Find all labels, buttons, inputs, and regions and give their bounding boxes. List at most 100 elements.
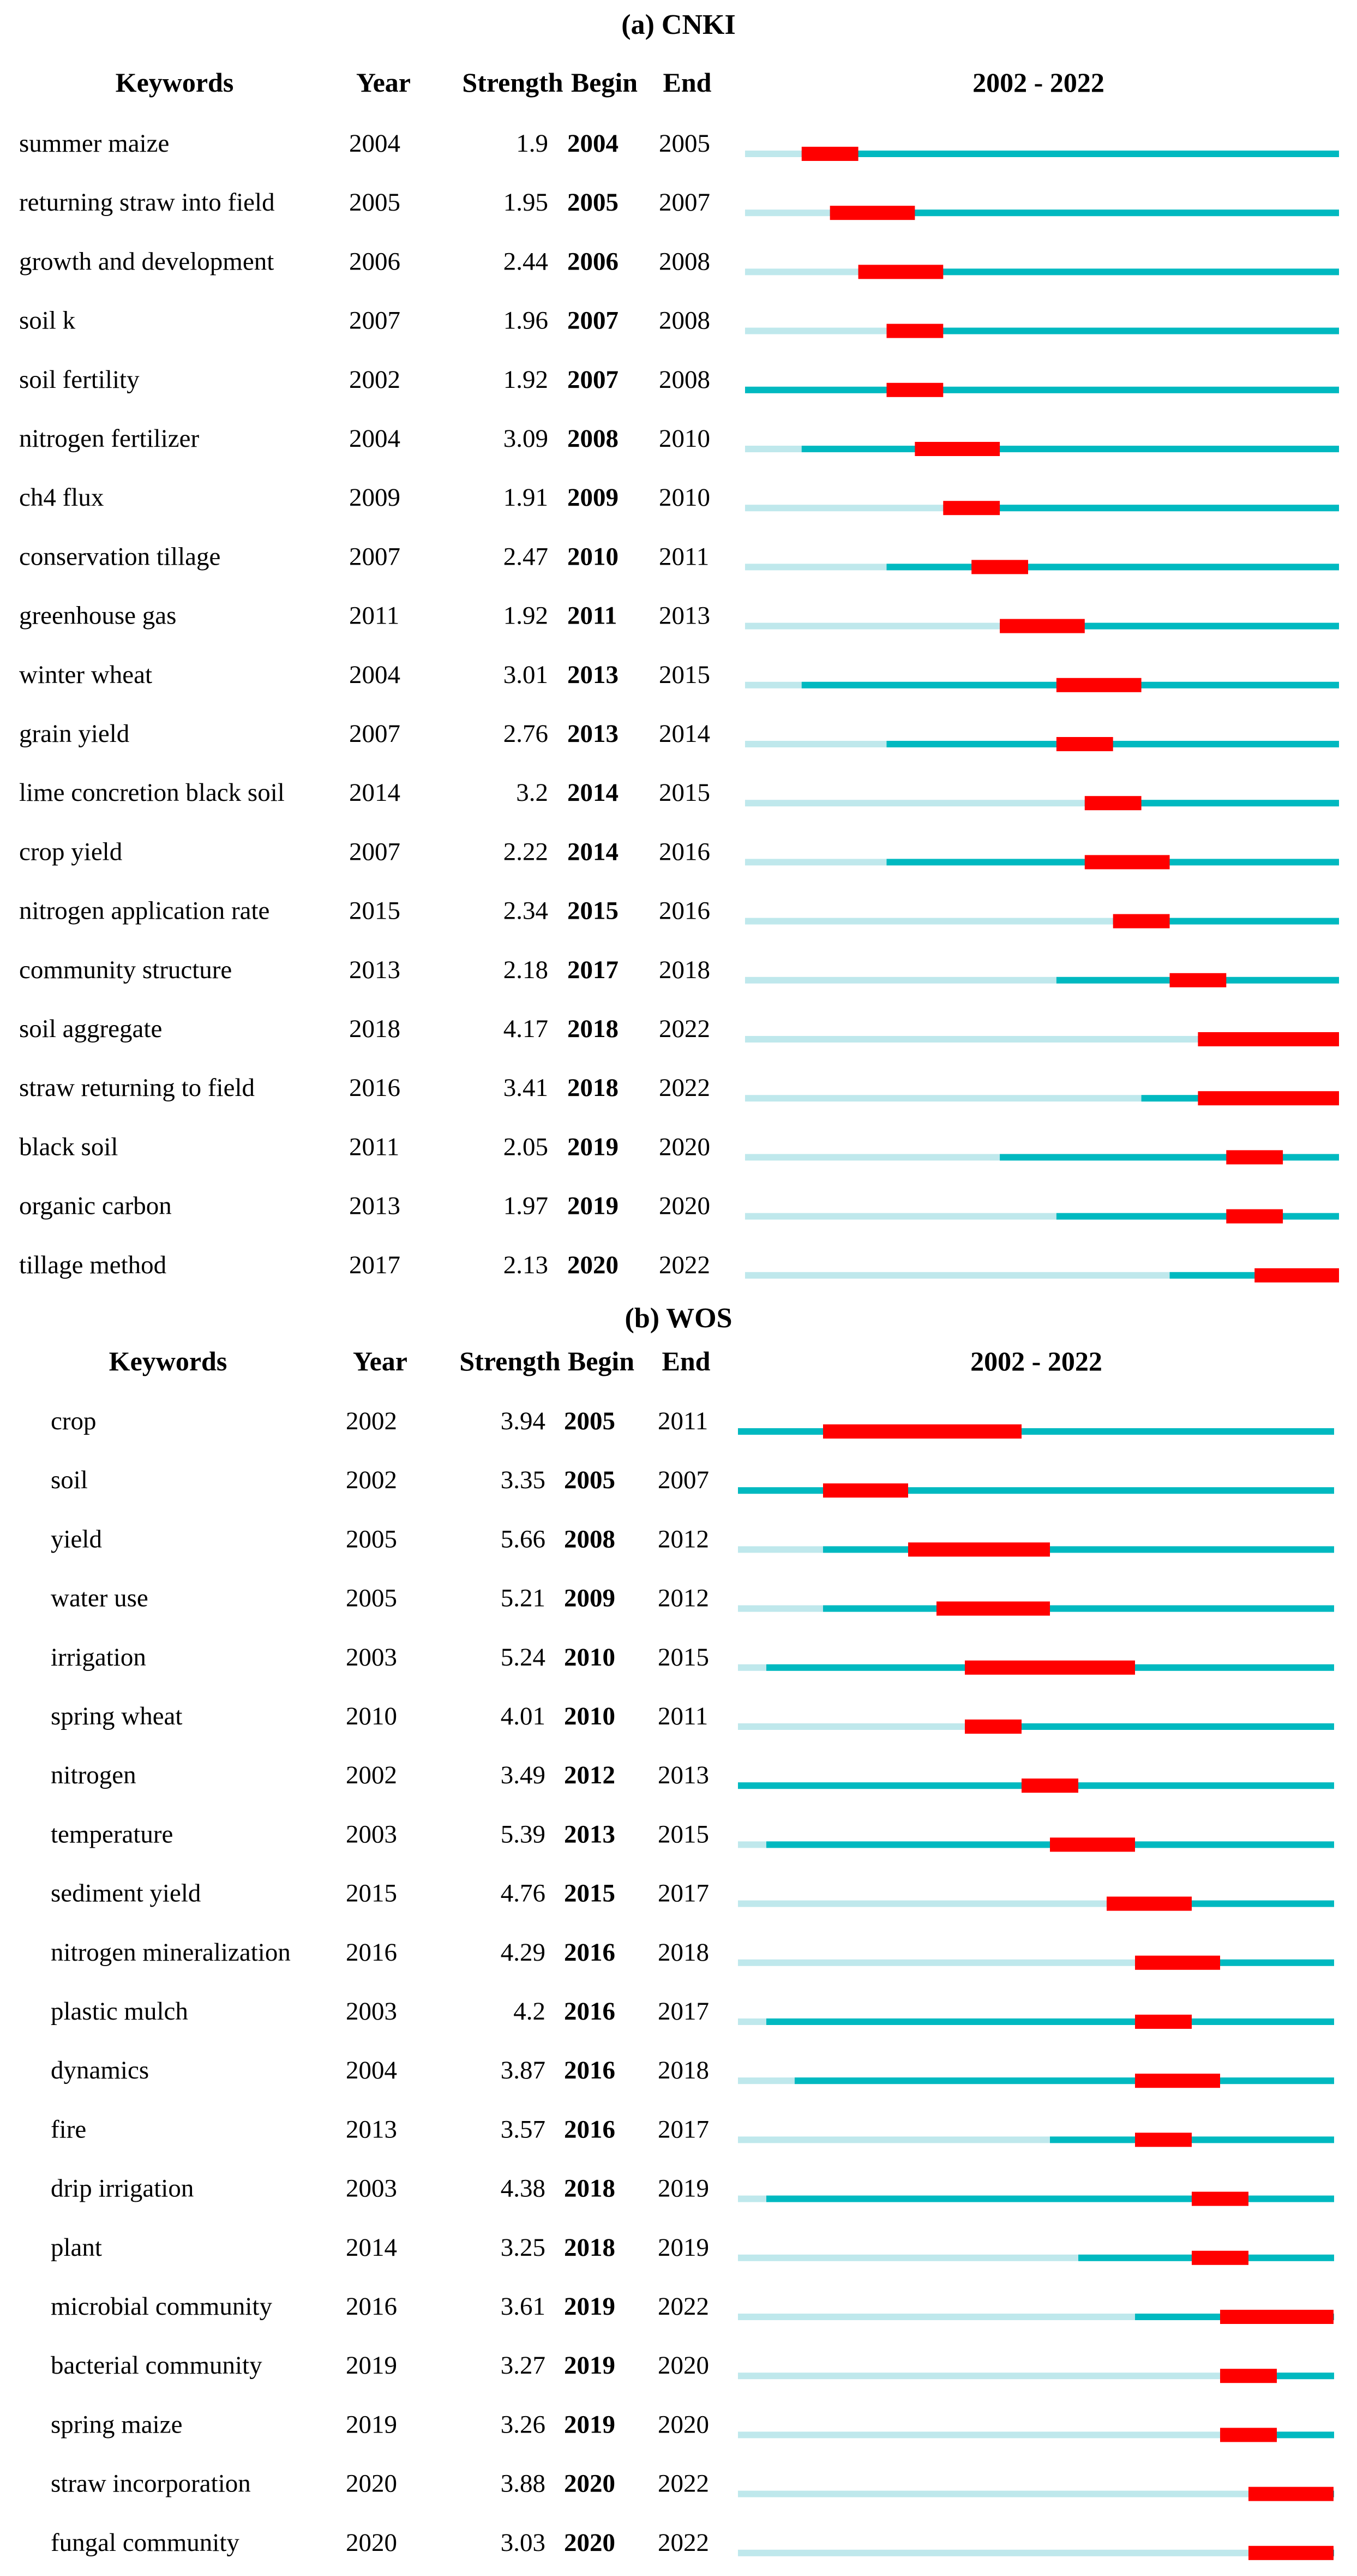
cnki-burst-bar xyxy=(971,560,1028,574)
wos-row-strength: 3.35 xyxy=(501,1466,545,1494)
wos-row-year: 2002 xyxy=(346,1466,397,1494)
wos-row-end: 2018 xyxy=(658,1938,709,1967)
wos-row-begin: 2005 xyxy=(564,1466,615,1494)
cnki-burst-bar xyxy=(886,324,944,338)
wos-row-keyword: sediment yield xyxy=(51,1879,201,1908)
cnki-panel-label: (a) xyxy=(621,9,662,40)
cnki-row-strength: 3.2 xyxy=(516,778,548,807)
cnki-row-begin: 2006 xyxy=(567,247,619,275)
cnki-burst-bar xyxy=(1084,796,1142,811)
cnki-row-strength: 2.34 xyxy=(503,897,548,925)
cnki-row-end: 2018 xyxy=(659,956,710,984)
cnki-header-range: 2002 - 2022 xyxy=(972,67,1104,98)
cnki-header-begin: Begin xyxy=(571,67,638,98)
wos-panel-label: (b) xyxy=(625,1303,667,1334)
wos-timeline-bar xyxy=(738,2373,1334,2380)
cnki-row-strength: 1.91 xyxy=(503,483,548,512)
wos-row-begin: 2009 xyxy=(564,1584,615,1613)
wos-burst-bar xyxy=(823,1424,1022,1439)
wos-burst-bar xyxy=(1022,1778,1078,1793)
cnki-row-end: 2022 xyxy=(659,1074,710,1102)
wos-row-strength: 3.25 xyxy=(501,2233,545,2262)
wos-row-year: 2002 xyxy=(346,1407,397,1435)
cnki-row-year: 2006 xyxy=(349,247,400,275)
wos-row-keyword: dynamics xyxy=(51,2056,149,2084)
cnki-row-end: 2014 xyxy=(659,720,710,748)
cnki-row-keyword: grain yield xyxy=(19,720,129,748)
cnki-row-end: 2015 xyxy=(659,661,710,689)
wos-row-begin: 2005 xyxy=(564,1407,615,1435)
cnki-row-keyword: straw returning to field xyxy=(19,1074,255,1102)
cnki-row-end: 2010 xyxy=(659,483,710,512)
cnki-row-begin: 2011 xyxy=(567,602,617,630)
wos-row-year: 2019 xyxy=(346,2410,397,2439)
wos-row-year: 2016 xyxy=(346,2292,397,2321)
wos-row-keyword: plastic mulch xyxy=(51,1997,188,2026)
wos-row-keyword: drip irrigation xyxy=(51,2174,194,2203)
wos-row-begin: 2019 xyxy=(564,2351,615,2380)
wos-row-end: 2011 xyxy=(658,1407,708,1435)
cnki-active-bar xyxy=(830,209,1339,217)
cnki-row-begin: 2005 xyxy=(567,188,619,217)
wos-burst-bar xyxy=(1220,2428,1277,2442)
cnki-active-bar xyxy=(886,564,1339,571)
cnki-row-strength: 1.9 xyxy=(516,129,548,158)
wos-row-keyword: microbial community xyxy=(51,2292,272,2321)
cnki-row-begin: 2008 xyxy=(567,424,619,453)
cnki-row-end: 2022 xyxy=(659,1251,710,1279)
wos-active-bar xyxy=(823,1605,1334,1612)
cnki-row-strength: 1.97 xyxy=(503,1192,548,1220)
cnki-row-strength: 2.13 xyxy=(503,1251,548,1279)
cnki-row-end: 2020 xyxy=(659,1133,710,1161)
wos-row-begin: 2015 xyxy=(564,1879,615,1908)
wos-active-bar xyxy=(766,2018,1334,2025)
wos-row-strength: 3.87 xyxy=(501,2056,545,2084)
cnki-burst-bar xyxy=(915,442,1000,456)
wos-row-end: 2012 xyxy=(658,1584,709,1613)
cnki-burst-bar xyxy=(1056,737,1113,751)
wos-active-bar xyxy=(1050,2136,1334,2143)
cnki-row-begin: 2007 xyxy=(567,366,619,394)
cnki-row-begin: 2010 xyxy=(567,542,619,571)
wos-row-begin: 2016 xyxy=(564,2115,615,2143)
wos-row-begin: 2016 xyxy=(564,1938,615,1967)
wos-row-keyword: water use xyxy=(51,1584,148,1613)
wos-row-end: 2011 xyxy=(658,1702,708,1730)
cnki-row-strength: 3.01 xyxy=(503,661,548,689)
wos-row-strength: 3.27 xyxy=(501,2351,545,2380)
wos-row-keyword: irrigation xyxy=(51,1643,146,1672)
cnki-burst-bar xyxy=(1198,1032,1339,1046)
wos-row-strength: 4.76 xyxy=(501,1879,545,1908)
wos-row-year: 2020 xyxy=(346,2470,397,2498)
cnki-row-keyword: soil k xyxy=(19,307,76,335)
wos-row-year: 2004 xyxy=(346,2056,397,2084)
cnki-row-year: 2013 xyxy=(349,1192,400,1220)
wos-row-begin: 2019 xyxy=(564,2410,615,2439)
cnki-row-end: 2005 xyxy=(659,129,710,158)
cnki-burst-bar xyxy=(1226,1150,1283,1165)
wos-burst-bar xyxy=(1135,2015,1192,2029)
cnki-row-keyword: winter wheat xyxy=(19,661,152,689)
wos-row-year: 2014 xyxy=(346,2233,397,2262)
wos-row-strength: 5.66 xyxy=(501,1525,545,1553)
cnki-row-begin: 2018 xyxy=(567,1074,619,1102)
wos-row-keyword: straw incorporation xyxy=(51,2470,251,2498)
cnki-row-strength: 1.95 xyxy=(503,188,548,217)
cnki-row-begin: 2020 xyxy=(567,1251,619,1279)
cnki-row-keyword: black soil xyxy=(19,1133,118,1161)
wos-row-end: 2015 xyxy=(658,1820,709,1848)
wos-row-strength: 4.01 xyxy=(501,1702,545,1730)
cnki-row-end: 2016 xyxy=(659,897,710,925)
wos-timeline-bar xyxy=(738,2490,1334,2497)
cnki-burst-bar xyxy=(1226,1209,1283,1224)
wos-row-end: 2022 xyxy=(658,2470,709,2498)
wos-burst-bar xyxy=(1135,2132,1192,2147)
wos-row-keyword: crop xyxy=(51,1407,97,1435)
cnki-row-keyword: growth and development xyxy=(19,247,274,275)
wos-row-begin: 2010 xyxy=(564,1702,615,1730)
cnki-row-year: 2017 xyxy=(349,1251,400,1279)
cnki-row-strength: 2.44 xyxy=(503,247,548,275)
wos-row-keyword: spring maize xyxy=(51,2410,182,2439)
cnki-burst-bar xyxy=(1169,973,1227,987)
